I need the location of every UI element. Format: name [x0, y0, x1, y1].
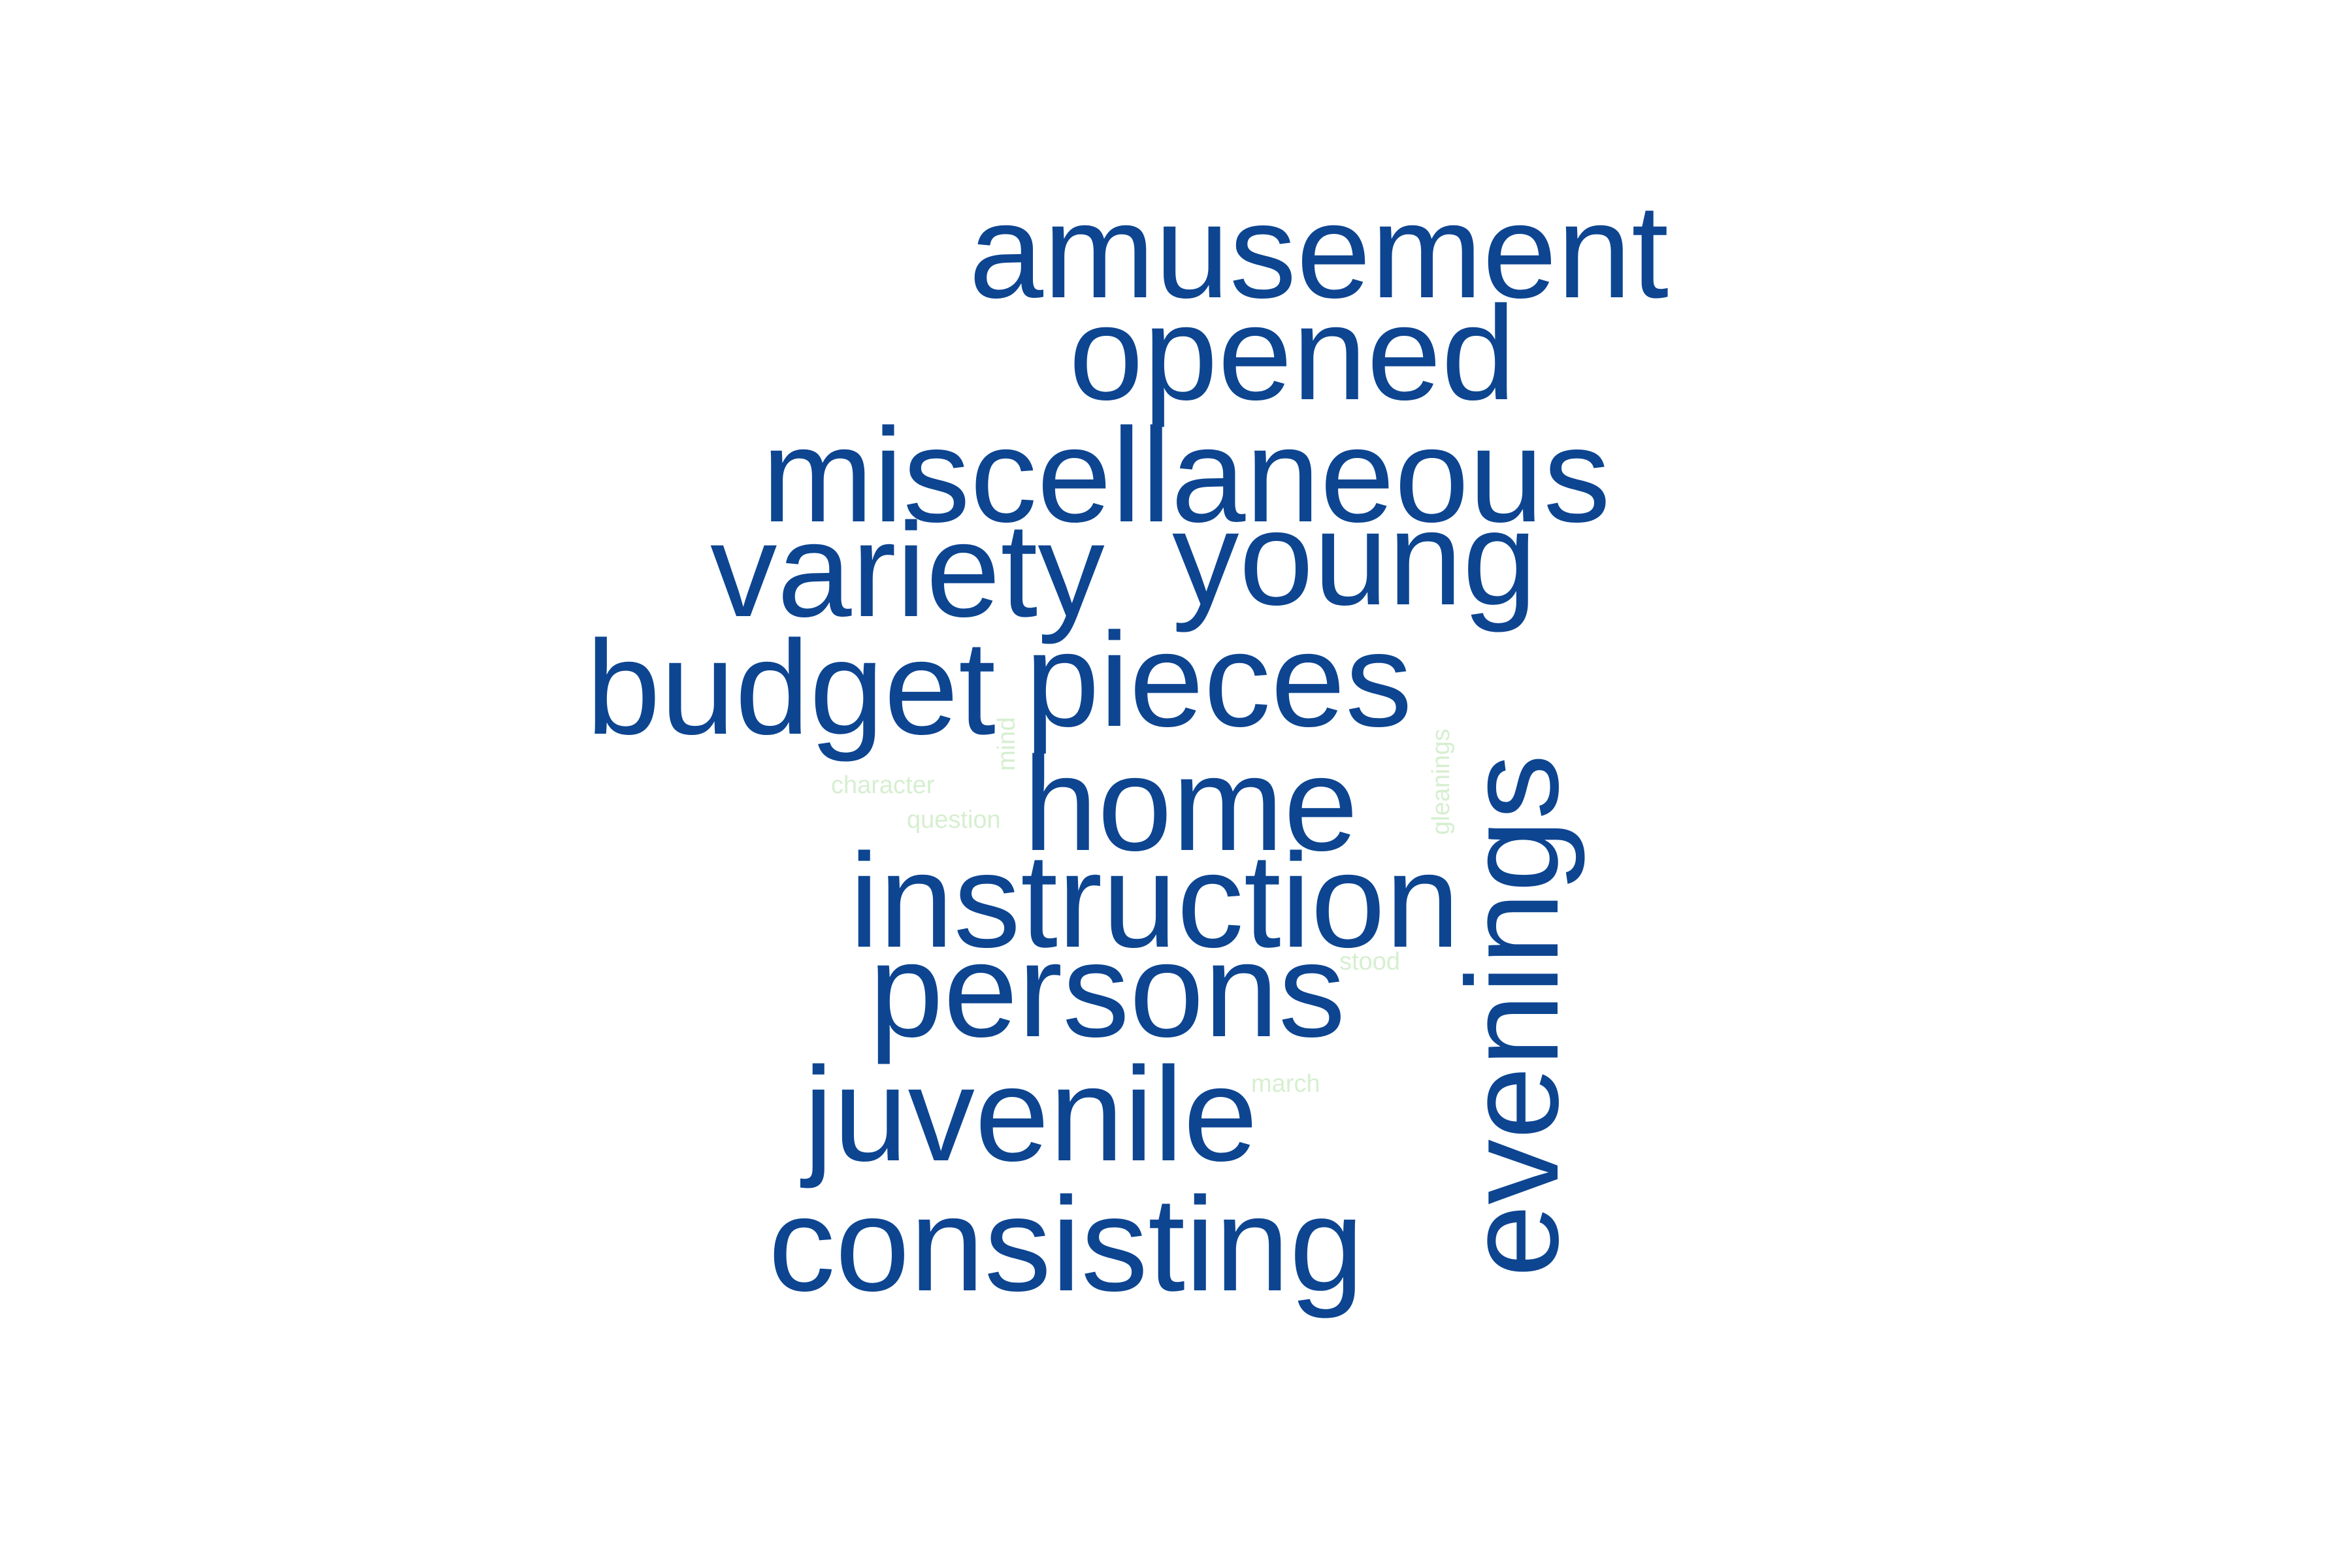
- word-juvenile: juvenile: [804, 1039, 1258, 1189]
- word-gleanings: gleanings: [1428, 728, 1455, 835]
- word-budget: budget: [586, 613, 996, 762]
- word-question: question: [907, 806, 1001, 834]
- word-opened: opened: [1069, 278, 1516, 428]
- word-instruction: instruction: [849, 826, 1460, 975]
- word-consisting: consisting: [768, 1169, 1364, 1319]
- word-home: home: [1023, 729, 1358, 879]
- word-character: character: [831, 772, 935, 799]
- word-persons: persons: [869, 915, 1346, 1065]
- word-march: march: [1251, 1070, 1320, 1098]
- word-pieces: pieces: [1025, 605, 1413, 755]
- word-variety: variety: [710, 495, 1105, 645]
- word-stood: stood: [1339, 948, 1400, 975]
- word-amusement: amusement: [969, 176, 1669, 326]
- word-mind: mind: [993, 717, 1021, 771]
- word-young: young: [1172, 483, 1537, 633]
- word-evenings: evenings: [1440, 754, 1586, 1277]
- word-miscellaneous: miscellaneous: [762, 400, 1610, 550]
